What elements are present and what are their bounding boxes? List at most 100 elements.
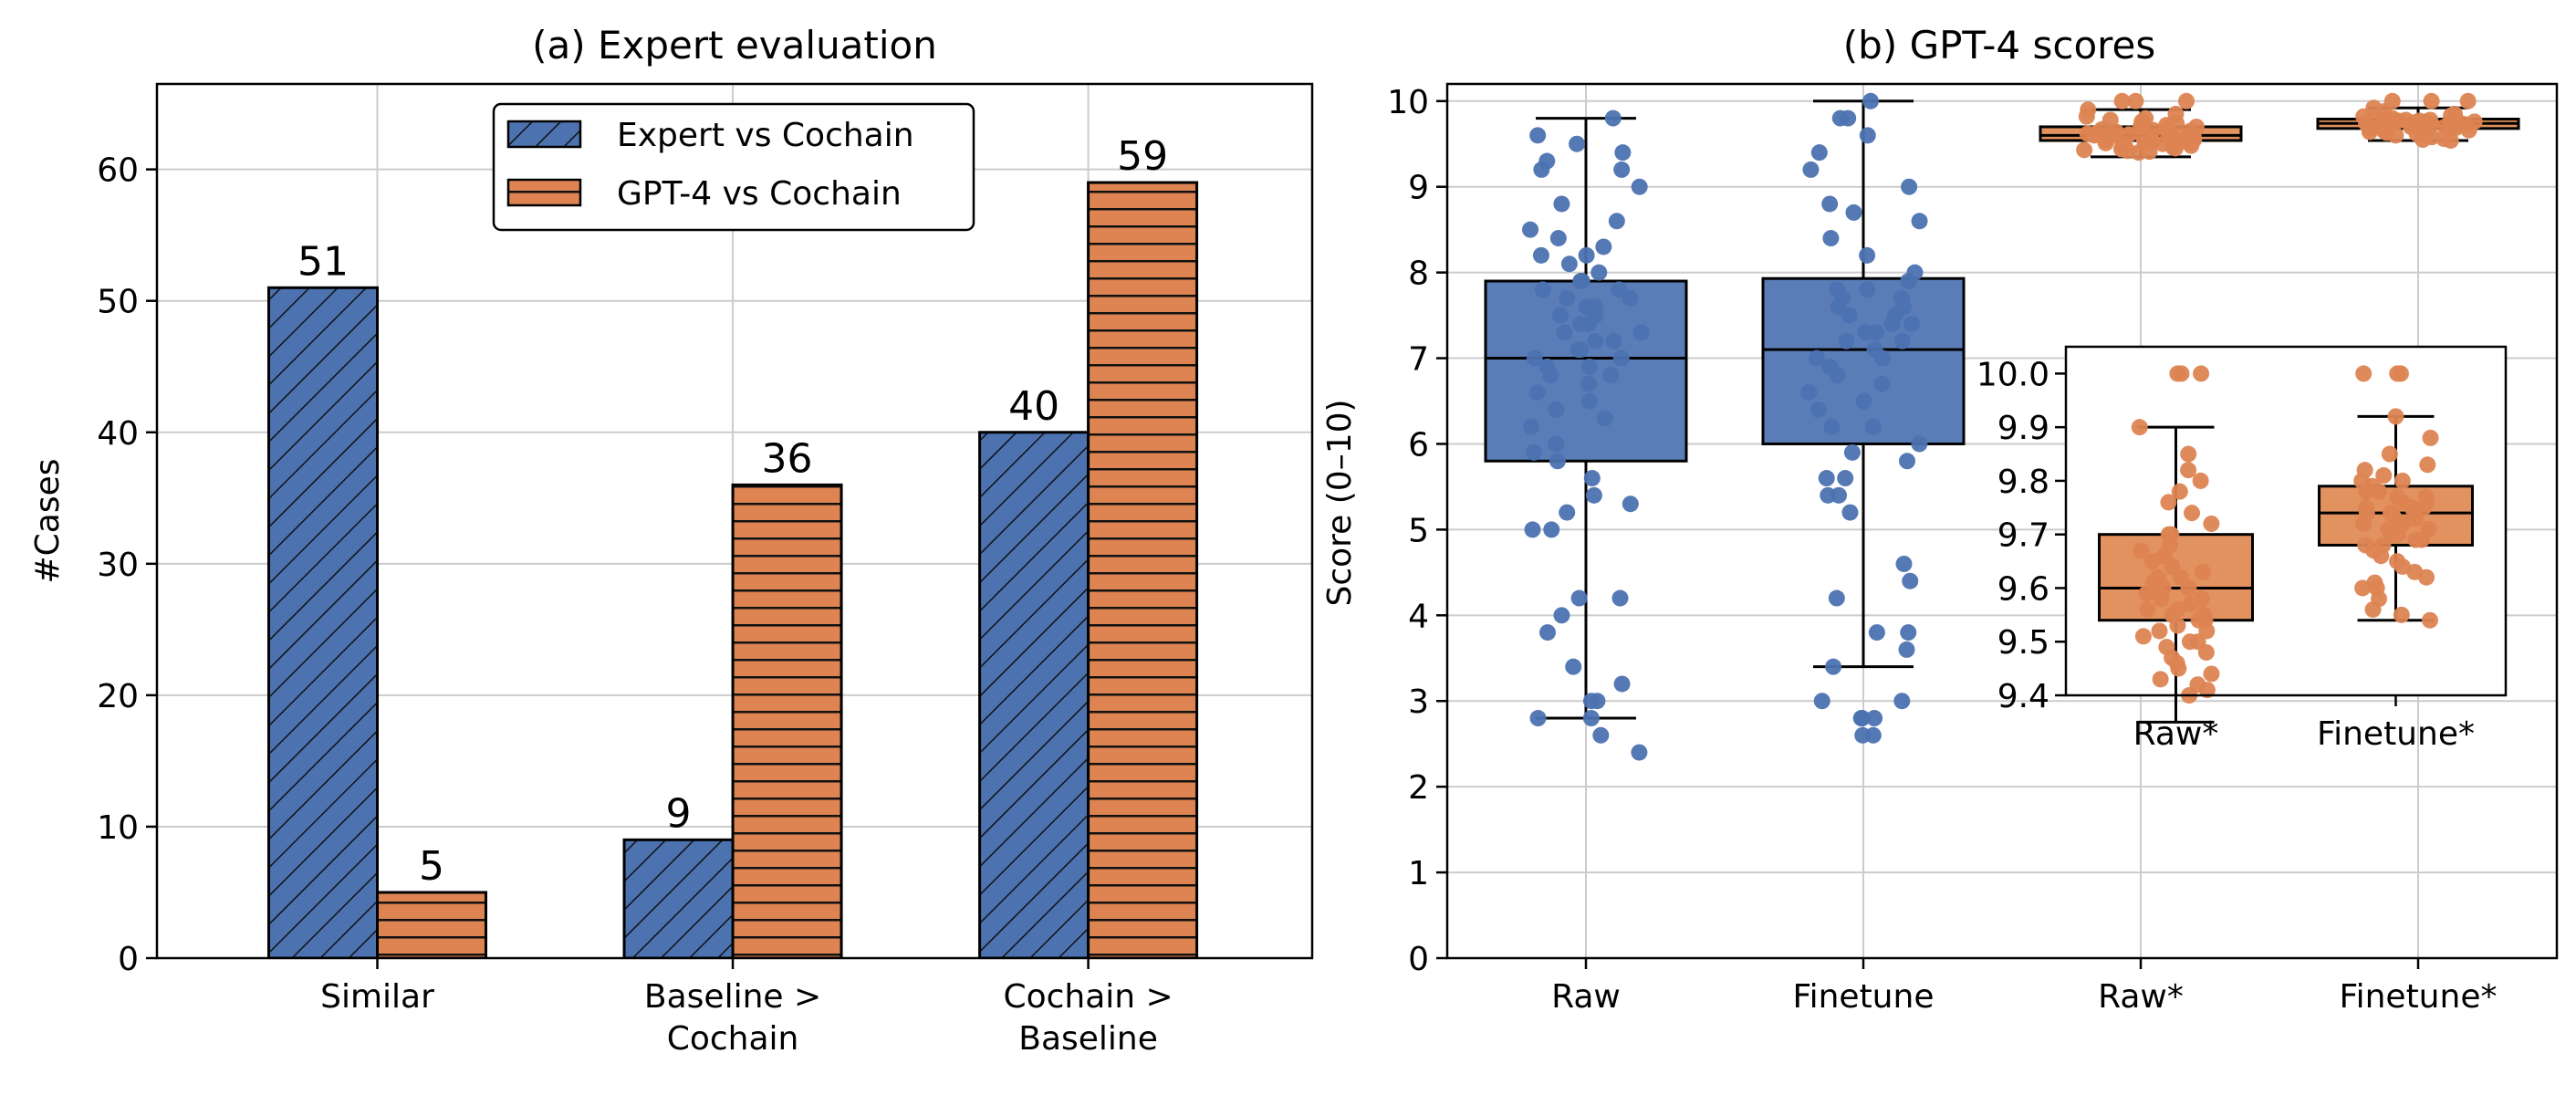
- score-point-finetune: [1900, 273, 1917, 290]
- score-point-raw: [1533, 161, 1550, 178]
- score-point-raw: [1565, 658, 1582, 675]
- score-point-raw: [1605, 332, 1622, 349]
- panel-a-y-label: #Cases: [29, 458, 67, 583]
- score-point-raw: [1528, 384, 1546, 402]
- panel-b-frame: [1445, 82, 2559, 960]
- score-point-raw: [1572, 315, 1590, 332]
- score-point-raw: [1622, 495, 1639, 513]
- score-point-finetune-star: [2459, 92, 2477, 110]
- score-point-raw: [1560, 256, 1578, 273]
- inset-score-point: [2358, 483, 2375, 500]
- score-point-raw: [1608, 213, 1625, 230]
- score-point-raw: [1580, 392, 1598, 410]
- inset-score-point: [2364, 600, 2382, 618]
- inset-score-point: [2153, 590, 2170, 608]
- score-point-finetune-star: [2414, 131, 2432, 149]
- score-point-finetune: [1866, 710, 1883, 727]
- score-point-raw-star: [2127, 92, 2144, 110]
- inset-x-tick-label: Raw*: [2133, 715, 2219, 753]
- bar-value-label: 5: [419, 843, 444, 890]
- inset-score-point: [2392, 365, 2409, 382]
- inset-score-point: [2371, 483, 2388, 500]
- score-point-raw: [1580, 358, 1598, 375]
- score-point-raw: [1570, 341, 1587, 359]
- inset-score-point: [2169, 617, 2186, 634]
- score-point-raw: [1529, 127, 1547, 144]
- score-point-raw: [1553, 607, 1570, 624]
- score-point-raw: [1551, 307, 1569, 324]
- panel-b-y-tick-label: 2: [1408, 769, 1429, 807]
- score-point-raw: [1631, 744, 1648, 761]
- inset-score-point: [2180, 579, 2197, 597]
- score-point-raw: [1573, 273, 1590, 290]
- score-point-finetune-star: [2423, 92, 2440, 110]
- score-point-finetune: [1841, 307, 1858, 324]
- panel-a-x-tick-label: Cochain >: [1003, 978, 1173, 1016]
- panel-b-points: [1522, 92, 2483, 761]
- score-point-finetune-star: [2387, 127, 2404, 144]
- score-point-raw: [1559, 289, 1576, 307]
- inset-score-point: [2375, 467, 2393, 485]
- score-point-raw-star: [2166, 140, 2184, 157]
- score-point-raw: [1522, 418, 1539, 435]
- inset-score-point: [2381, 445, 2398, 463]
- score-point-raw: [1590, 264, 1608, 281]
- score-point-raw: [1556, 324, 1573, 341]
- panel-a-bar-labels: 51 9 40 5 36 59: [297, 133, 1168, 890]
- score-point-finetune: [1808, 349, 1825, 367]
- panel-a-legend: Expert vs Cochain GPT-4 vs Cochain: [492, 102, 975, 232]
- panel-a-y-tick-label: 20: [97, 678, 139, 715]
- panel-b-y-tick-label: 8: [1408, 256, 1429, 293]
- panel-b-y-tick-label: 3: [1408, 683, 1429, 721]
- inset-score-point: [2152, 671, 2169, 688]
- score-point-raw: [1548, 401, 1565, 418]
- inset-score-point: [2198, 682, 2216, 699]
- score-point-finetune: [1841, 504, 1859, 521]
- panel-a-y-ticks: 0 10 20 30 40 50 60: [97, 152, 157, 978]
- panel-b-gpt4-scores: 0 1 2 3 4 5 6 7 8 9 10 Raw Finetune Raw* Finetune* (b…: [1321, 23, 2559, 1016]
- score-point-finetune: [1823, 418, 1841, 435]
- panel-a-x-tick-label: Baseline >: [644, 978, 821, 1016]
- score-point-raw: [1631, 178, 1648, 195]
- score-point-finetune: [1893, 693, 1911, 710]
- score-point-raw: [1526, 349, 1543, 367]
- score-point-finetune: [1830, 298, 1847, 316]
- panel-a-bars: [267, 181, 1199, 958]
- score-point-finetune: [1864, 726, 1882, 744]
- score-point-finetune: [1902, 572, 1919, 589]
- score-point-finetune: [1859, 127, 1876, 144]
- score-point-raw: [1582, 710, 1600, 727]
- score-point-raw: [1580, 375, 1598, 392]
- score-point-raw-star: [2183, 137, 2200, 154]
- bar-gpt4: [1087, 181, 1199, 958]
- score-point-raw: [1534, 281, 1551, 298]
- inset-score-point: [2139, 600, 2156, 618]
- inset-score-point: [2407, 510, 2425, 527]
- inset-score-point: [2421, 611, 2438, 629]
- panel-b-title: (b) GPT-4 scores: [1843, 23, 2155, 68]
- score-point-finetune: [1825, 658, 1842, 675]
- bar-gpt4: [731, 483, 843, 958]
- score-point-finetune: [1802, 161, 1820, 178]
- score-point-raw: [1595, 238, 1612, 256]
- bar-value-label: 36: [762, 435, 813, 482]
- panel-a-y-tick-label: 30: [97, 547, 139, 584]
- panel-b-y-label: Score (0–10): [1321, 399, 1359, 606]
- legend-label-gpt4: GPT-4 vs Cochain: [617, 175, 902, 213]
- score-point-raw-star: [2078, 108, 2095, 125]
- inset-score-point: [2151, 622, 2168, 640]
- panel-b-y-tick-label: 0: [1408, 941, 1429, 978]
- panel-b-x-tick-label: Raw*: [2098, 978, 2184, 1016]
- score-point-finetune: [1883, 315, 1901, 332]
- inset-score-point: [2133, 542, 2150, 559]
- score-point-finetune: [1895, 555, 1913, 572]
- legend-frame: [492, 102, 975, 232]
- score-point-raw: [1525, 443, 1542, 461]
- inset-x-ticks: Raw* Finetune*: [2133, 695, 2475, 753]
- inset-score-point: [2195, 563, 2212, 580]
- inset-score-point: [2197, 643, 2215, 661]
- inset-score-point: [2180, 445, 2197, 463]
- score-point-raw: [1570, 589, 1588, 607]
- score-point-raw: [1553, 195, 1570, 213]
- score-point-raw: [1559, 504, 1576, 521]
